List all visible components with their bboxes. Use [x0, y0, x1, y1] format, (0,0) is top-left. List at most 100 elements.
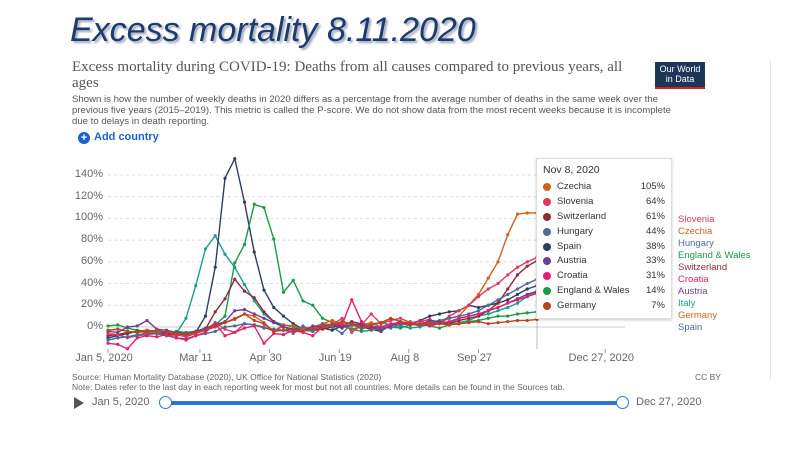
- add-country-button[interactable]: + Add country: [78, 131, 159, 144]
- data-point: [506, 314, 510, 318]
- data-point: [135, 324, 139, 328]
- data-point: [233, 317, 237, 321]
- data-point: [135, 330, 139, 335]
- timeline-track[interactable]: [166, 401, 622, 405]
- data-point: [506, 298, 510, 302]
- data-point: [262, 288, 266, 292]
- data-point: [125, 335, 130, 339]
- data-point: [525, 311, 529, 315]
- data-point: [252, 250, 256, 254]
- tooltip-country: Hungary: [557, 225, 593, 237]
- legend-dot-icon: [543, 183, 551, 192]
- data-point: [418, 318, 422, 323]
- tooltip-row: Austria 33%: [543, 254, 665, 269]
- end-label: Spain: [678, 322, 703, 333]
- data-point: [213, 329, 217, 333]
- timeline-start-handle[interactable]: [159, 396, 172, 409]
- data-point: [515, 298, 520, 302]
- data-point: [515, 292, 520, 297]
- data-point: [418, 323, 422, 327]
- data-point: [116, 342, 120, 346]
- data-point: [116, 327, 120, 331]
- data-point: [281, 314, 286, 318]
- data-point: [506, 287, 510, 291]
- data-point: [116, 323, 120, 327]
- x-tick-label: Jan 5, 2020: [75, 352, 133, 364]
- y-tick-label: 40%: [80, 276, 103, 289]
- x-tick-label: Mar 11: [179, 352, 213, 364]
- end-label: Slovenia: [678, 214, 715, 225]
- tooltip-value: 64%: [645, 196, 665, 208]
- data-point: [389, 322, 393, 326]
- data-point: [233, 261, 237, 265]
- tooltip-value: 14%: [645, 284, 665, 296]
- data-point: [242, 326, 247, 330]
- legend-dot-icon: [543, 272, 551, 281]
- data-point: [116, 336, 120, 340]
- data-point: [301, 324, 305, 328]
- end-label: Croatia: [678, 274, 709, 285]
- data-point: [350, 330, 354, 335]
- data-point: [476, 312, 481, 316]
- y-tick-label: 20%: [80, 298, 103, 311]
- owid-logo[interactable]: Our World in Data: [655, 62, 705, 89]
- note-text: Note: Dates refer to the last day in eac…: [72, 382, 565, 392]
- data-point: [515, 318, 520, 323]
- data-point: [125, 347, 130, 351]
- tooltip-value: 7%: [651, 299, 665, 311]
- data-point: [291, 327, 295, 331]
- tooltip-country: Slovenia: [557, 196, 594, 208]
- tooltip-value: 105%: [640, 181, 665, 193]
- data-point: [262, 310, 266, 314]
- end-label: Hungary: [678, 238, 714, 249]
- data-point: [389, 316, 393, 320]
- data-point: [155, 328, 159, 332]
- data-point: [145, 318, 149, 323]
- data-point: [242, 242, 247, 247]
- legend-dot-icon: [543, 242, 551, 251]
- data-point: [515, 287, 520, 291]
- data-point: [330, 328, 334, 332]
- data-point: [311, 334, 315, 338]
- data-point: [486, 309, 490, 313]
- play-button[interactable]: [74, 397, 84, 409]
- data-point: [291, 324, 295, 328]
- data-point: [476, 294, 481, 299]
- data-point: [252, 312, 256, 316]
- data-point: [476, 305, 481, 310]
- source-note: Source: Human Mortality Database (2020),…: [72, 372, 687, 392]
- tooltip-row: Hungary 44%: [543, 224, 665, 239]
- data-point: [525, 211, 529, 215]
- data-point: [476, 319, 481, 324]
- data-point: [311, 324, 315, 328]
- data-point: [301, 329, 305, 333]
- data-point: [262, 322, 266, 326]
- data-point: [184, 338, 188, 342]
- data-point: [525, 294, 529, 299]
- timeline-end-label: Dec 27, 2020: [636, 396, 702, 408]
- timeline-end-handle[interactable]: [616, 396, 629, 409]
- data-point: [525, 287, 529, 291]
- data-point: [506, 273, 510, 277]
- scrollbar[interactable]: [770, 60, 771, 380]
- data-point: [233, 324, 237, 328]
- data-point: [486, 287, 490, 291]
- data-point: [213, 310, 217, 314]
- data-point: [369, 323, 373, 327]
- license-link[interactable]: CC BY: [695, 372, 721, 382]
- tooltip-date: Nov 8, 2020: [543, 164, 600, 176]
- data-point: [252, 299, 256, 303]
- data-point: [437, 312, 442, 316]
- data-point: [496, 260, 500, 264]
- end-label: Austria: [678, 286, 708, 297]
- data-point: [281, 290, 286, 294]
- end-label: Switzerland: [678, 262, 728, 273]
- data-point: [223, 252, 227, 256]
- y-tick-label: 60%: [80, 254, 103, 267]
- data-point: [408, 322, 412, 326]
- data-point: [301, 299, 305, 303]
- tooltip-value: 61%: [645, 210, 665, 222]
- data-point: [242, 322, 247, 326]
- data-point: [340, 323, 344, 327]
